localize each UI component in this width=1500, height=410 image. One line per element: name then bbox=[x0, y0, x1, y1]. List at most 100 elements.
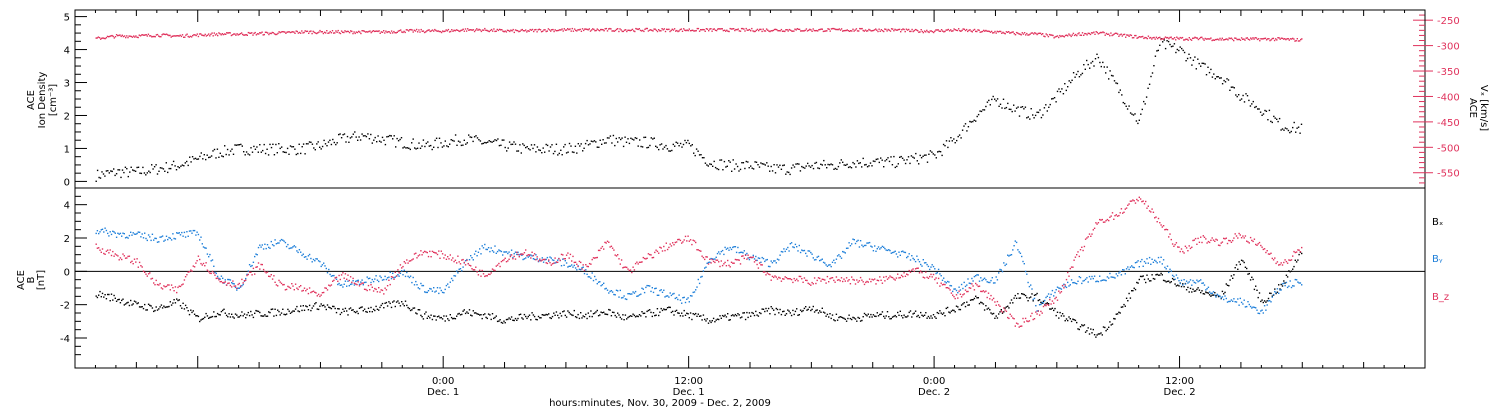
bz-series-point bbox=[101, 248, 104, 250]
vx-series-point bbox=[1294, 40, 1296, 42]
by-series-point bbox=[119, 232, 122, 235]
bx-series-point bbox=[184, 304, 187, 307]
vx-series-point bbox=[1062, 35, 1064, 37]
ion-density-series-point bbox=[545, 143, 547, 146]
bx-series-point bbox=[978, 302, 981, 305]
ion-density-series-point bbox=[634, 137, 636, 139]
bz-series-point bbox=[1049, 298, 1051, 301]
bx-series-point bbox=[494, 316, 496, 319]
vx-series-point bbox=[702, 28, 704, 31]
bx-series-point bbox=[422, 318, 425, 320]
by-series-point bbox=[790, 242, 793, 244]
bx-series-point bbox=[1275, 292, 1277, 295]
bz-series-point bbox=[365, 288, 367, 291]
by-series-point bbox=[339, 284, 341, 286]
bz-series-point bbox=[835, 276, 838, 278]
vx-series-point bbox=[1173, 37, 1176, 39]
bx-series-point bbox=[204, 316, 206, 318]
bx-series-point bbox=[1169, 281, 1171, 284]
by-series-point bbox=[880, 247, 882, 249]
bx-series-point bbox=[817, 312, 820, 314]
bz-series-point bbox=[431, 250, 434, 253]
bx-series-point bbox=[876, 312, 878, 314]
bz-series-point bbox=[626, 266, 628, 269]
by-series-point bbox=[311, 261, 313, 263]
bx-series-point bbox=[1014, 294, 1016, 297]
bz-series-point bbox=[1045, 304, 1047, 307]
vx-series-point bbox=[1112, 34, 1114, 36]
vx-series-point bbox=[1110, 32, 1112, 34]
ion-density-series-point bbox=[685, 142, 688, 144]
velocity-axis-label: Vₓ [km/s] bbox=[1478, 85, 1489, 131]
bz-series-point bbox=[978, 285, 981, 287]
bz-series-point bbox=[411, 259, 413, 261]
bz-series-point bbox=[155, 279, 157, 282]
bz-series-point bbox=[548, 259, 550, 261]
bz-series-point bbox=[1095, 222, 1097, 224]
by-series-point bbox=[724, 246, 726, 249]
bz-series-point bbox=[861, 279, 863, 281]
ion-density-series-point bbox=[948, 140, 951, 142]
vx-series-point bbox=[402, 31, 404, 34]
vx-series-point bbox=[277, 32, 279, 35]
ion-density-series-point bbox=[95, 180, 97, 182]
bx-series-point bbox=[743, 312, 745, 314]
ion-density-series-point bbox=[742, 162, 745, 164]
bx-series-point bbox=[1019, 297, 1022, 299]
bz-series-point bbox=[730, 261, 733, 263]
bz-series-point bbox=[702, 256, 705, 259]
bz-series-point bbox=[727, 259, 729, 262]
bz-series-point bbox=[780, 280, 783, 282]
bx-series-point bbox=[701, 319, 703, 321]
vx-series-point bbox=[730, 28, 733, 30]
bx-series-point bbox=[999, 311, 1001, 313]
by-series-point bbox=[643, 291, 646, 294]
vx-series-point bbox=[862, 29, 864, 32]
ion-density-series-point bbox=[932, 153, 934, 155]
by-series-point bbox=[953, 288, 955, 290]
by-series-point bbox=[297, 251, 299, 254]
vx-series-point bbox=[1250, 37, 1252, 39]
vx-series-point bbox=[1077, 33, 1079, 35]
ion-density-series-point bbox=[1055, 101, 1057, 103]
by-series-point bbox=[1150, 263, 1152, 265]
vx-series-point bbox=[933, 31, 935, 34]
bx-series-point bbox=[569, 313, 572, 315]
bz-series-point bbox=[307, 292, 310, 295]
ion-density-series-point bbox=[814, 162, 816, 164]
vx-series-point bbox=[660, 30, 662, 32]
by-series-point bbox=[518, 254, 520, 256]
vx-series-point bbox=[383, 30, 385, 32]
vx-series-point bbox=[179, 34, 181, 36]
vx-series-point bbox=[1027, 34, 1029, 36]
bz-series-point bbox=[429, 250, 431, 253]
by-series-point bbox=[758, 257, 761, 260]
bz-series-point bbox=[188, 271, 191, 273]
bx-series-point bbox=[660, 307, 662, 310]
bz-series-point bbox=[886, 278, 889, 280]
bz-series-point bbox=[656, 250, 659, 253]
by-series-point bbox=[562, 258, 564, 260]
ion-density-series-point bbox=[611, 142, 613, 144]
bx-series-point bbox=[857, 316, 859, 319]
vx-series-point bbox=[979, 31, 981, 33]
ion-density-series-point bbox=[754, 161, 756, 163]
bz-series-point bbox=[280, 282, 283, 285]
ion-density-series-point bbox=[728, 160, 730, 162]
bz-series-point bbox=[929, 275, 931, 278]
bx-series-point bbox=[1077, 328, 1079, 330]
bz-series-point bbox=[1168, 236, 1170, 238]
by-series-point bbox=[208, 256, 210, 258]
bx-series-point bbox=[950, 310, 953, 312]
ion-density-series-point bbox=[570, 145, 572, 147]
by-series-point bbox=[981, 279, 983, 282]
ion-density-series-point bbox=[1223, 79, 1225, 82]
by-series-point bbox=[109, 231, 111, 233]
bz-series-point bbox=[159, 282, 161, 285]
vx-series-point bbox=[1013, 33, 1015, 35]
bx-series-point bbox=[372, 308, 375, 311]
bx-series-point bbox=[311, 307, 313, 309]
bz-series-point bbox=[510, 254, 513, 256]
ion-density-series-point bbox=[812, 167, 815, 170]
bz-series-point bbox=[528, 254, 531, 256]
